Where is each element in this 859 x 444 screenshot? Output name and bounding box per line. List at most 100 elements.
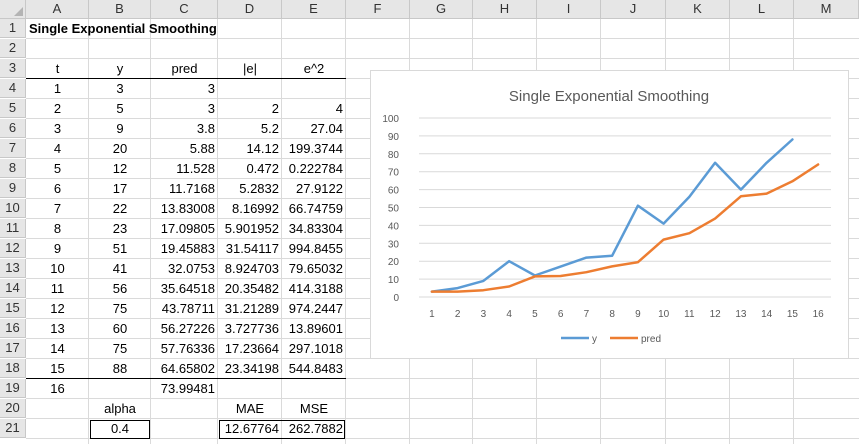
table-cell[interactable]: 34.83304 [288, 221, 343, 236]
table-cell[interactable]: 64.65802 [160, 361, 215, 376]
table-cell[interactable]: 15 [50, 361, 65, 376]
table-cell[interactable]: 13.89601 [288, 321, 343, 336]
table-cell[interactable]: 31.21289 [224, 301, 279, 316]
table-cell[interactable]: 11.528 [176, 161, 215, 176]
row-header-21[interactable]: 21 [0, 419, 26, 438]
select-all-corner[interactable] [0, 0, 26, 19]
table-cell[interactable]: 199.3744 [288, 141, 343, 156]
table-cell[interactable]: 23 [112, 221, 128, 236]
table-cell[interactable]: 12 [112, 161, 128, 176]
table-cell[interactable]: 297.1018 [288, 341, 343, 356]
table-cell[interactable] [282, 379, 346, 398]
table-cell[interactable]: 10 [50, 261, 65, 276]
table-cell[interactable]: 994.8455 [288, 241, 343, 256]
row-header-5[interactable]: 5 [0, 99, 26, 118]
table-cell[interactable]: 43.78711 [161, 301, 215, 316]
row-header-14[interactable]: 14 [0, 279, 26, 298]
table-cell[interactable]: 2 [271, 101, 279, 116]
row-header-3[interactable]: 3 [0, 59, 26, 78]
table-cell[interactable] [89, 379, 151, 398]
table-cell[interactable]: 1 [53, 81, 62, 96]
table-cell[interactable]: 57.76336 [160, 341, 215, 356]
table-cell[interactable]: 60 [112, 321, 128, 336]
table-cell[interactable]: 17 [112, 181, 128, 196]
table-cell[interactable] [218, 379, 282, 398]
column-header-d[interactable]: D [218, 0, 282, 19]
table-cell[interactable]: 20.35482 [224, 281, 279, 296]
column-header-g[interactable]: G [410, 0, 473, 19]
row-header-4[interactable]: 4 [0, 79, 26, 98]
row-header-18[interactable]: 18 [0, 359, 26, 378]
chart[interactable]: Single Exponential Smoothing 0 10 20 30 40 50… [370, 70, 849, 359]
table-cell[interactable]: 5.901952 [224, 221, 279, 236]
column-label-1[interactable]: t [55, 61, 60, 76]
column-header-i[interactable]: I [537, 0, 601, 19]
table-cell[interactable]: 32.0753 [168, 261, 215, 276]
mse-value[interactable]: 262.7882 [288, 421, 343, 436]
column-label-3[interactable]: pred [171, 61, 198, 76]
table-cell[interactable]: 9 [116, 121, 124, 136]
table-cell[interactable]: 27.9122 [296, 181, 343, 196]
sheet-title[interactable]: Single Exponential Smoothing [29, 21, 217, 36]
table-cell[interactable]: 56.27226 [160, 321, 215, 336]
table-cell[interactable]: 5.2 [260, 121, 279, 136]
row-header-9[interactable]: 9 [0, 179, 26, 198]
table-cell[interactable]: 13 [50, 321, 65, 336]
table-cell[interactable]: 75 [112, 341, 128, 356]
column-header-j[interactable]: J [601, 0, 666, 19]
row-header-15[interactable]: 15 [0, 299, 26, 318]
table-cell[interactable]: 414.3188 [288, 281, 343, 296]
table-cell[interactable]: 4 [53, 141, 62, 156]
column-header-a[interactable]: A [26, 0, 89, 19]
table-cell[interactable]: 11 [50, 281, 65, 296]
table-cell[interactable]: 11.7168 [168, 181, 215, 196]
table-cell[interactable]: 3 [53, 121, 62, 136]
table-cell[interactable] [218, 79, 282, 98]
column-label-5[interactable]: e^2 [303, 61, 325, 76]
table-cell[interactable]: 88 [112, 361, 128, 376]
table-cell[interactable]: 17.09805 [160, 221, 215, 236]
table-cell[interactable]: 31.54117 [225, 241, 279, 256]
row-header-1[interactable]: 1 [0, 19, 26, 38]
row-header-11[interactable]: 11 [0, 219, 26, 238]
table-cell[interactable]: 75 [112, 301, 128, 316]
table-cell[interactable]: 3 [116, 81, 124, 96]
column-header-k[interactable]: K [666, 0, 730, 19]
table-cell[interactable]: 73.99481 [160, 381, 215, 396]
row-header-10[interactable]: 10 [0, 199, 26, 218]
row-header-13[interactable]: 13 [0, 259, 26, 278]
mse-label[interactable]: MSE [299, 401, 329, 416]
table-cell[interactable]: 3 [207, 101, 215, 116]
table-cell[interactable]: 12 [50, 301, 65, 316]
table-cell[interactable]: 6 [53, 181, 62, 196]
alpha-input[interactable]: 0.4 [110, 421, 130, 436]
column-label-4[interactable]: |e| [243, 61, 257, 76]
table-cell[interactable]: 3.727736 [224, 321, 279, 336]
table-cell[interactable]: 51 [112, 241, 128, 256]
table-cell[interactable]: 5.88 [189, 141, 215, 156]
table-cell[interactable]: 16 [50, 381, 65, 396]
row-header-20[interactable]: 20 [0, 399, 26, 418]
table-cell[interactable]: 41 [112, 261, 128, 276]
mae-value[interactable]: 12.67764 [224, 421, 279, 436]
column-header-m[interactable]: M [794, 0, 859, 19]
column-header-b[interactable]: B [89, 0, 151, 19]
table-cell[interactable]: 13.83008 [160, 201, 215, 216]
row-header-12[interactable]: 12 [0, 239, 26, 258]
row-header-19[interactable]: 19 [0, 379, 26, 398]
table-cell[interactable]: 974.2447 [288, 301, 343, 316]
column-label-2[interactable]: y [116, 61, 124, 76]
table-cell[interactable]: 79.65032 [288, 261, 343, 276]
row-header-7[interactable]: 7 [0, 139, 26, 158]
column-header-h[interactable]: H [473, 0, 537, 19]
table-cell[interactable]: 14 [50, 341, 65, 356]
table-cell[interactable]: 2 [53, 101, 62, 116]
table-cell[interactable]: 8.924703 [224, 261, 279, 276]
table-cell[interactable]: 5 [53, 161, 62, 176]
row-header-16[interactable]: 16 [0, 319, 26, 338]
table-cell[interactable]: 5 [116, 101, 124, 116]
table-cell[interactable]: 66.74759 [288, 201, 343, 216]
column-header-e[interactable]: E [282, 0, 346, 19]
table-cell[interactable]: 4 [335, 101, 343, 116]
table-cell[interactable]: 35.64518 [160, 281, 215, 296]
